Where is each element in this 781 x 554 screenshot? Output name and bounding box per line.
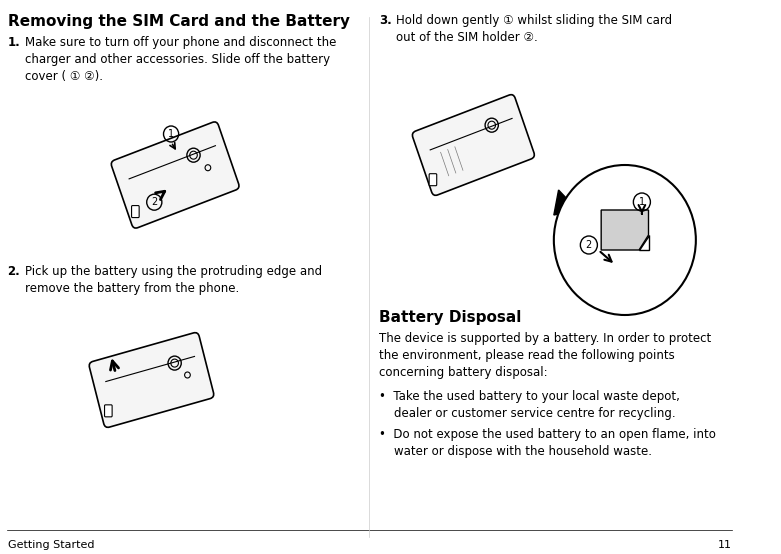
FancyBboxPatch shape (89, 332, 214, 427)
Text: Getting Started: Getting Started (8, 540, 94, 550)
Text: 11: 11 (718, 540, 732, 550)
Text: Pick up the battery using the protruding edge and
remove the battery from the ph: Pick up the battery using the protruding… (25, 265, 322, 295)
Text: Make sure to turn off your phone and disconnect the
charger and other accessorie: Make sure to turn off your phone and dis… (25, 36, 336, 83)
FancyBboxPatch shape (429, 174, 437, 186)
Text: Hold down gently ① whilst sliding the SIM card
out of the SIM holder ②.: Hold down gently ① whilst sliding the SI… (396, 14, 672, 44)
Text: 1.: 1. (8, 36, 20, 49)
Text: 2: 2 (586, 240, 592, 250)
Text: The device is supported by a battery. In order to protect
the environment, pleas: The device is supported by a battery. In… (379, 332, 711, 379)
FancyBboxPatch shape (105, 405, 112, 417)
Text: 2.: 2. (8, 265, 20, 278)
Circle shape (554, 165, 696, 315)
Text: Removing the SIM Card and the Battery: Removing the SIM Card and the Battery (8, 14, 350, 29)
Text: •  Do not expose the used battery to an open flame, into
    water or dispose wi: • Do not expose the used battery to an o… (379, 428, 715, 458)
FancyBboxPatch shape (412, 95, 534, 196)
Text: •  Take the used battery to your local waste depot,
    dealer or customer servi: • Take the used battery to your local wa… (379, 390, 679, 420)
FancyBboxPatch shape (131, 206, 139, 218)
Text: Battery Disposal: Battery Disposal (379, 310, 521, 325)
Text: 2: 2 (152, 197, 158, 207)
FancyBboxPatch shape (112, 122, 239, 228)
Polygon shape (554, 190, 577, 215)
Polygon shape (639, 235, 648, 250)
Text: 1: 1 (639, 197, 645, 207)
Text: 3.: 3. (379, 14, 391, 27)
Polygon shape (601, 210, 648, 250)
Text: 1: 1 (168, 129, 174, 139)
